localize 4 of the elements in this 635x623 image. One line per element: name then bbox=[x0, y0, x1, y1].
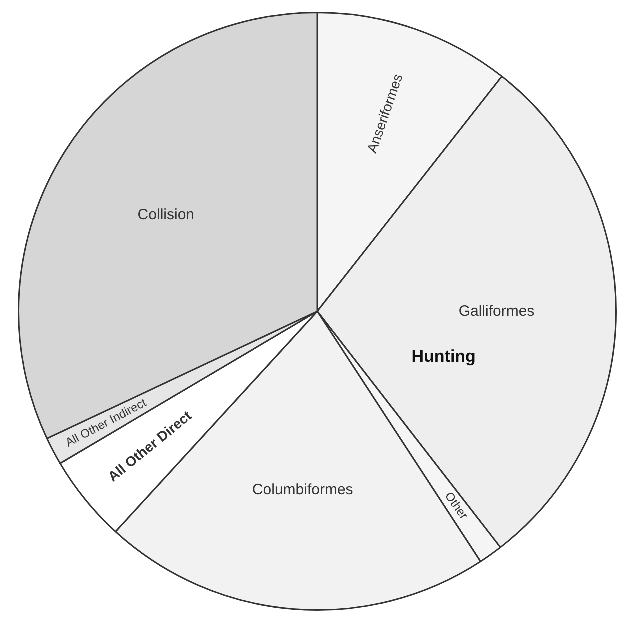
text: Hunting bbox=[412, 347, 476, 366]
slice-label: Columbiformes bbox=[252, 481, 354, 498]
slice-label: Collision bbox=[138, 206, 195, 224]
slice-label: Galliformes bbox=[458, 303, 535, 320]
